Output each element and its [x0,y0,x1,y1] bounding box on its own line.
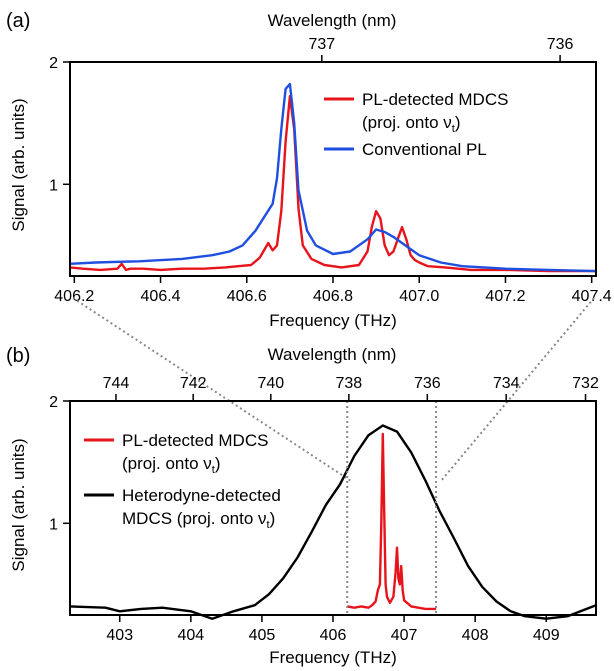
panel-a-x-axis-title: Frequency (THz) [269,311,397,330]
b-y-tick-label: 1 [49,516,58,533]
panel-b-legend: PL-detected MDCS (proj. onto νt) Heterod… [84,431,281,531]
a-series-line-0 [69,94,596,273]
zoom-connector-left [72,297,352,482]
b-x-tick-label: 408 [462,627,489,644]
a-x-tick-label: 407.0 [399,288,439,305]
panel-b-legend-label-pl-mdcs-line2: (proj. onto νt) [122,454,221,476]
panel-a-legend-label-pl-mdcs-line2: (proj. onto νt) [362,113,461,135]
a-top-tick-label: 737 [308,36,335,53]
b-top-tick-label: 742 [180,375,207,392]
b-x-tick-label: 404 [177,627,204,644]
a-x-tick-label: 406.4 [141,288,181,305]
a-x-tick-label: 407.4 [572,288,612,305]
b-x-tick-label: 407 [391,627,418,644]
panel-b-legend-label-heterodyne: Heterodyne-detected [122,486,281,505]
panel-b-legend-label-heterodyne-line2: MDCS (proj. onto νt) [122,509,275,531]
panel-a-y-ticks: 12 [49,55,70,194]
b-x-tick-label: 409 [533,627,560,644]
b-top-tick-label: 740 [257,375,284,392]
panel-a-legend-label-pl-mdcs: PL-detected MDCS [362,90,508,109]
panel-a-series [69,82,597,273]
b-x-tick-label: 403 [106,627,133,644]
panel-b-top-axis-title: Wavelength (nm) [268,345,397,364]
panel-b-legend-label-pl-mdcs: PL-detected MDCS [122,431,268,450]
panel-a-y-axis-title: Signal (arb. units) [9,98,28,231]
panel-b: (b) Wavelength (nm) 744 742 740 738 736 734 73… [6,345,599,667]
b-top-tick-label: 736 [414,375,441,392]
panel-a-x-ticks: 406.2 406.4 406.6 406.8 407.0 407.2 407.4 [54,276,612,305]
panel-b-x-axis-title: Frequency (THz) [269,648,397,667]
a-y-tick-label: 2 [49,55,58,72]
b-series-line-1 [69,424,597,620]
b-top-tick-label: 744 [103,375,130,392]
b-x-tick-label: 405 [249,627,276,644]
panel-b-series [69,401,597,620]
panel-b-x-ticks: 403 404 405 406 407 408 409 [106,615,560,644]
a-series-line-1 [69,82,597,273]
panel-a: (a) Wavelength (nm) 737 736 12 Signal (ar… [6,10,612,330]
b-y-tick-label: 2 [49,394,58,411]
panel-b-y-ticks: 12 [49,394,70,533]
b-top-tick-label: 732 [572,375,599,392]
panel-a-top-ticks: 737 736 [308,36,574,62]
b-top-tick-label: 734 [493,375,520,392]
a-x-tick-label: 406.2 [54,288,94,305]
panel-b-top-ticks: 744 742 740 738 736 734 732 [103,375,599,401]
b-x-tick-label: 406 [320,627,347,644]
panel-a-legend-label-conventional-pl: Conventional PL [362,140,487,159]
panel-a-legend: PL-detected MDCS (proj. onto νt) Convent… [324,90,508,159]
a-y-tick-label: 1 [49,177,58,194]
a-x-tick-label: 406.8 [313,288,353,305]
panel-b-label: (b) [6,345,30,367]
panel-a-top-axis-title: Wavelength (nm) [268,11,397,30]
a-x-tick-label: 407.2 [485,288,525,305]
a-top-tick-label: 736 [547,36,574,53]
b-series-line-0 [346,432,437,611]
panel-a-plot-frame [69,61,597,277]
panel-a-label: (a) [6,10,30,32]
a-x-tick-label: 406.6 [227,288,267,305]
b-top-tick-label: 738 [335,375,362,392]
panel-b-y-axis-title: Signal (arb. units) [9,438,28,571]
